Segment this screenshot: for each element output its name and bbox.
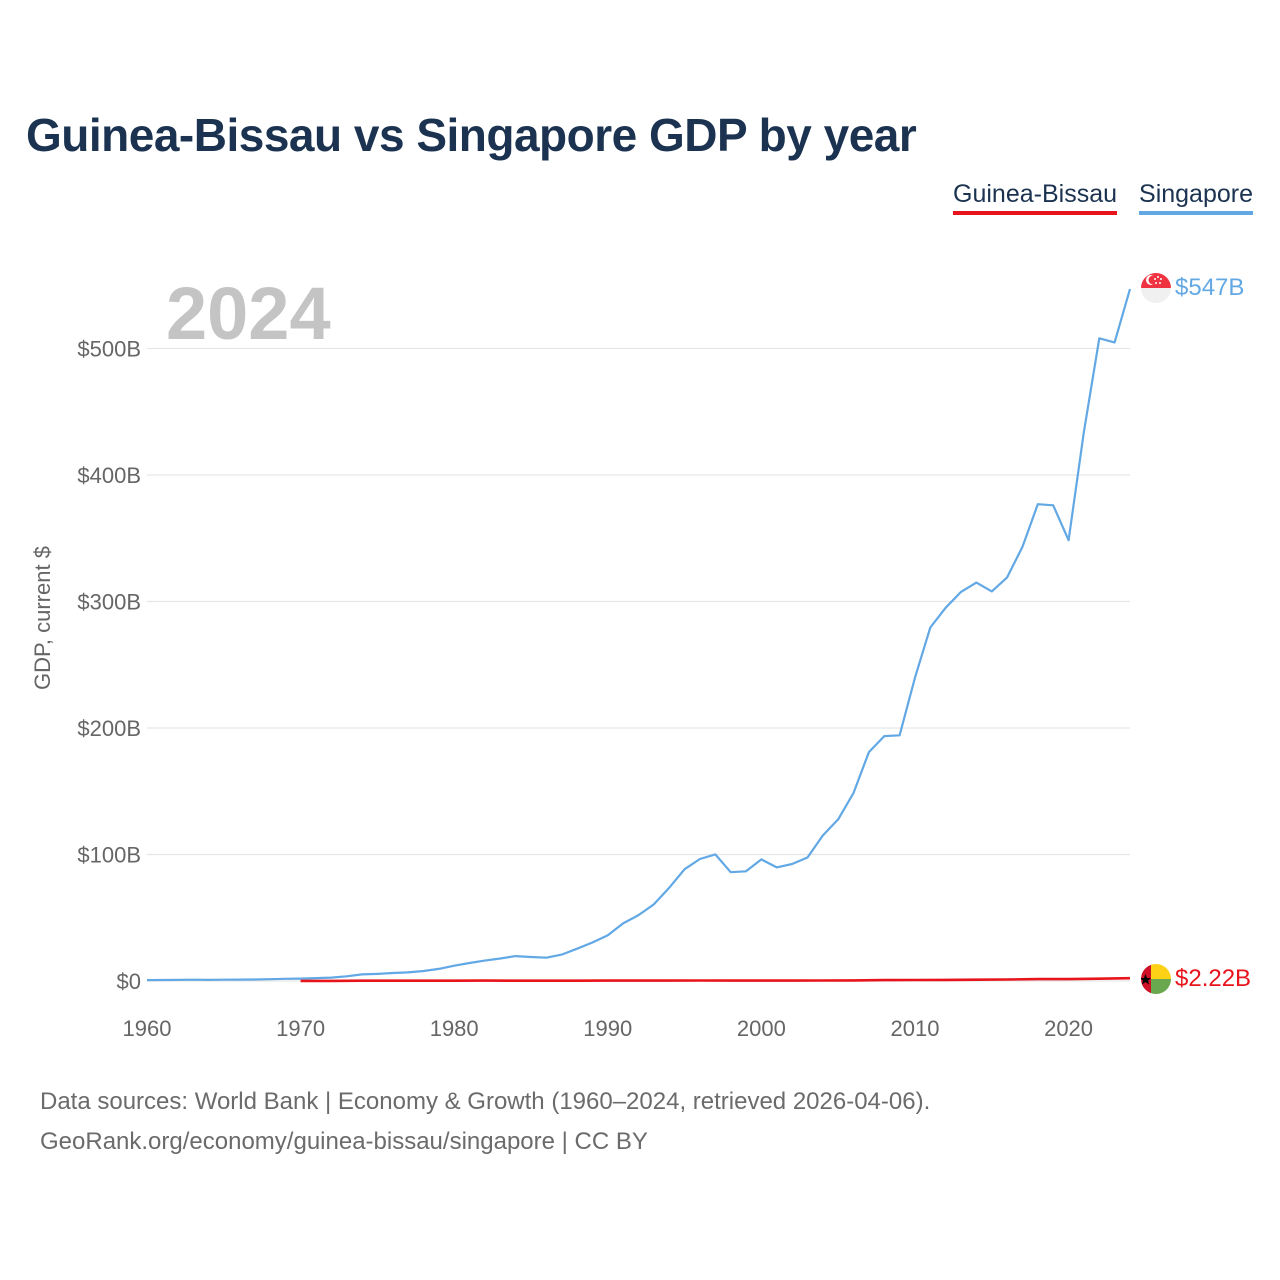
legend-item-guinea-bissau[interactable]: Guinea-Bissau: [953, 180, 1118, 215]
x-tick-label: 1990: [583, 1016, 632, 1041]
guinea-bissau-flag-icon: [1141, 964, 1171, 994]
y-axis-title: GDP, current $: [30, 546, 55, 690]
footer: Data sources: World Bank | Economy & Gro…: [40, 1082, 930, 1162]
chart-title: Guinea-Bissau vs Singapore GDP by year: [26, 109, 917, 161]
legend: Guinea-Bissau Singapore: [953, 180, 1253, 215]
guinea-bissau-end-label: $2.22B: [1175, 965, 1251, 992]
x-tick-label: 1960: [123, 1016, 172, 1041]
y-tick-label: $500B: [77, 336, 141, 361]
y-tick-label: $200B: [77, 716, 141, 741]
line-chart: $0 $100B $200B $300B $400B $500B 1960 1970 1980…: [30, 272, 1251, 1041]
x-tick-label: 2020: [1044, 1016, 1093, 1041]
x-tick-label: 1980: [430, 1016, 479, 1041]
y-tick-label: $0: [117, 969, 141, 994]
singapore-end-label: $547B: [1175, 274, 1244, 301]
y-tick-label: $300B: [77, 589, 141, 614]
y-axis: $0 $100B $200B $300B $400B $500B: [77, 336, 141, 994]
x-tick-label: 1970: [276, 1016, 325, 1041]
singapore-flag-icon: [1141, 273, 1171, 303]
legend-item-singapore[interactable]: Singapore: [1139, 180, 1253, 215]
x-axis: 1960 1970 1980 1990 2000 2010 2020: [123, 1016, 1094, 1041]
y-tick-label: $400B: [77, 463, 141, 488]
x-tick-label: 2000: [737, 1016, 786, 1041]
series-line-singapore: [146, 288, 1132, 982]
footer-attribution: GeoRank.org/economy/guinea-bissau/singap…: [40, 1128, 648, 1155]
gridlines: [147, 347, 1130, 982]
series-layer: [146, 288, 1132, 983]
current-year-label: 2024: [166, 272, 331, 355]
footer-sources: Data sources: World Bank | Economy & Gro…: [40, 1088, 931, 1115]
x-tick-label: 2010: [890, 1016, 939, 1041]
y-tick-label: $100B: [77, 842, 141, 867]
series-line-guinea-bissau: [300, 976, 1131, 983]
